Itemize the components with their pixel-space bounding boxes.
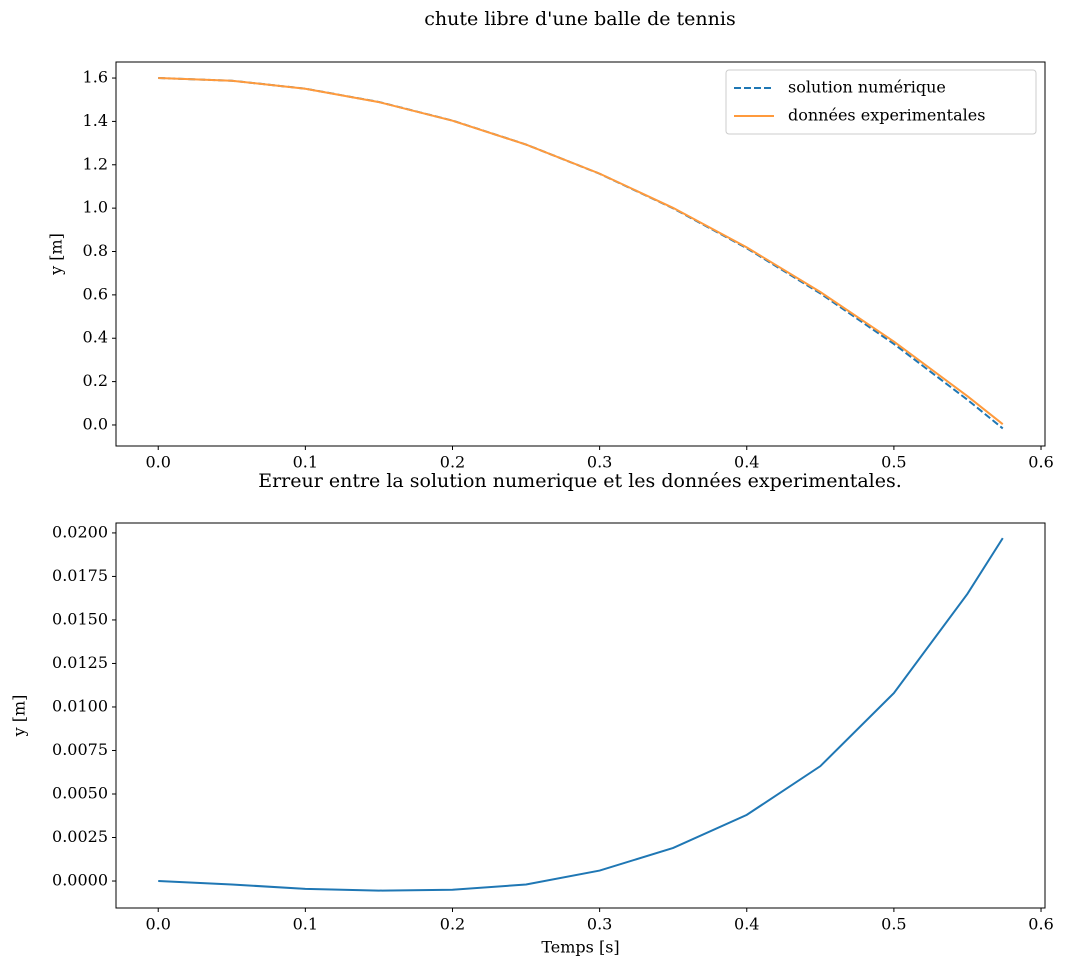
y-tick-label: 0.0200 [52,522,108,541]
x-tick-label: 0.4 [734,915,759,934]
y-tick-label: 0.0125 [52,653,108,672]
chart-title: chute libre d'une balle de tennis [424,8,735,30]
y-tick-label: 1.2 [83,154,108,173]
x-tick-label: 0.0 [146,915,171,934]
y-tick-label: 0.0 [83,414,108,433]
chart-title: Erreur entre la solution numerique et le… [258,470,902,492]
data-line [158,77,1004,425]
y-tick-label: 0.0025 [52,827,108,846]
x-tick-label: 0.3 [587,453,612,472]
y-tick-label: 0.0100 [52,696,108,715]
y-tick-label: 0.6 [83,284,108,303]
y-tick-label: 0.0075 [52,740,108,759]
y-tick-label: 1.0 [83,198,108,217]
x-tick-label: 0.1 [293,453,318,472]
x-tick-label: 0.2 [440,453,465,472]
x-tick-label: 0.0 [146,453,171,472]
axes-frame [115,61,1046,447]
x-axis-label: Temps [s] [541,938,619,957]
y-tick-label: 1.6 [83,68,108,87]
x-tick-label: 0.1 [293,915,318,934]
legend-label: données experimentales [788,106,985,125]
y-tick-label: 1.4 [83,111,108,130]
x-tick-label: 0.5 [881,915,906,934]
x-tick-label: 0.5 [881,453,906,472]
legend-box [725,69,1037,135]
y-tick-label: 0.4 [83,328,108,347]
y-axis-label: y [m] [10,695,29,738]
x-tick-label: 0.6 [1028,915,1053,934]
x-tick-label: 0.2 [440,915,465,934]
y-tick-label: 0.8 [83,241,108,260]
y-tick-label: 0.0000 [52,871,108,890]
y-tick-label: 0.2 [83,371,108,390]
x-tick-label: 0.6 [1028,453,1053,472]
y-tick-label: 0.0050 [52,783,108,802]
x-tick-label: 0.3 [587,915,612,934]
y-tick-label: 0.0150 [52,609,108,628]
y-tick-label: 0.0175 [52,566,108,585]
legend-label: solution numérique [788,78,946,97]
data-line [158,537,1004,892]
axes-frame [115,522,1046,909]
y-axis-label: y [m] [47,233,66,276]
x-tick-label: 0.4 [734,453,759,472]
